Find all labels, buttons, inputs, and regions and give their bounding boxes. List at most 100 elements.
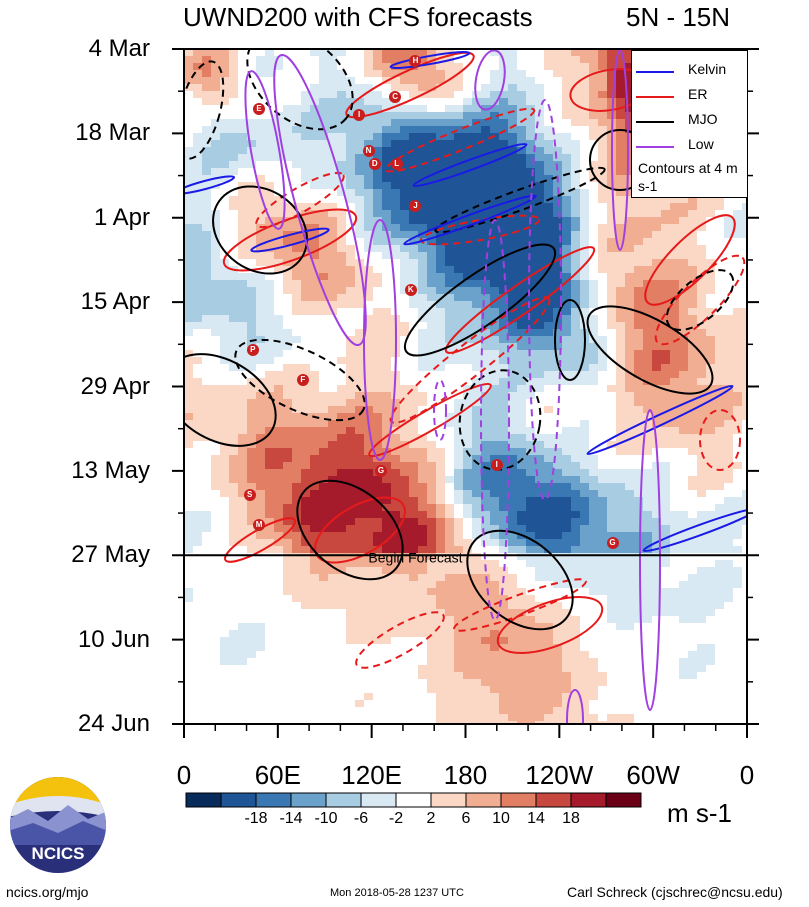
heat-cell — [373, 385, 383, 393]
heat-cell — [490, 336, 500, 344]
heat-cell — [517, 350, 527, 358]
heat-cell — [391, 392, 401, 400]
heat-cell — [571, 448, 581, 456]
heat-cell — [688, 462, 698, 470]
heat-cell — [436, 70, 446, 78]
heat-cell — [544, 364, 554, 372]
heat-cell — [364, 518, 374, 526]
heat-cell — [274, 259, 284, 267]
heat-cell — [589, 91, 599, 99]
heat-cell — [346, 497, 356, 505]
heat-cell — [517, 497, 527, 505]
heat-cell — [256, 385, 266, 393]
heat-cell — [427, 364, 437, 372]
heat-cell — [508, 182, 518, 190]
heat-cell — [607, 462, 617, 470]
heat-cell — [337, 455, 347, 463]
heat-cell — [373, 224, 383, 232]
heat-cell — [499, 413, 509, 421]
heat-cell — [238, 77, 248, 85]
heat-cell — [553, 364, 563, 372]
heat-cell — [238, 105, 248, 113]
heat-cell — [319, 378, 329, 386]
heat-cell — [490, 308, 500, 316]
heat-cell — [265, 441, 275, 449]
heat-cell — [580, 189, 590, 197]
heat-cell — [499, 105, 509, 113]
heat-cell — [418, 469, 428, 477]
heat-cell — [229, 294, 239, 302]
heat-cell — [337, 497, 347, 505]
heat-cell — [301, 385, 311, 393]
heat-cell — [517, 476, 527, 484]
heat-cell — [436, 350, 446, 358]
heat-cell — [319, 294, 329, 302]
heat-cell — [526, 462, 536, 470]
heat-cell — [202, 315, 212, 323]
heat-cell — [445, 490, 455, 498]
heat-cell — [202, 70, 212, 78]
heat-cell — [220, 595, 230, 603]
heat-cell — [589, 154, 599, 162]
heat-cell — [436, 448, 446, 456]
heat-cell — [364, 203, 374, 211]
heat-cell — [265, 518, 275, 526]
heat-cell — [571, 98, 581, 106]
heat-cell — [454, 406, 464, 414]
heat-cell — [454, 441, 464, 449]
heat-cell — [445, 560, 455, 568]
heat-cell — [184, 518, 194, 526]
heat-cell — [589, 238, 599, 246]
heat-cell — [373, 259, 383, 267]
heat-cell — [355, 329, 365, 337]
heat-cell — [184, 217, 194, 225]
heat-cell — [625, 553, 635, 561]
heat-cell — [526, 427, 536, 435]
heat-cell — [265, 427, 275, 435]
heat-cell — [454, 455, 464, 463]
heat-cell — [310, 581, 320, 589]
heat-cell — [499, 462, 509, 470]
heat-cell — [517, 77, 527, 85]
heat-cell — [301, 490, 311, 498]
heat-cell — [724, 280, 734, 288]
heat-cell — [706, 231, 716, 239]
heat-cell — [220, 308, 230, 316]
heat-cell — [436, 217, 446, 225]
heat-cell — [634, 238, 644, 246]
heat-cell — [265, 546, 275, 554]
heat-cell — [382, 154, 392, 162]
heat-cell — [409, 77, 419, 85]
heat-cell — [634, 392, 644, 400]
heat-cell — [481, 252, 491, 260]
heat-cell — [454, 427, 464, 435]
heat-cell — [526, 238, 536, 246]
heat-cell — [742, 497, 747, 505]
heat-cell — [625, 224, 635, 232]
heat-cell — [517, 588, 527, 596]
heat-cell — [211, 56, 221, 64]
heat-cell — [697, 385, 707, 393]
heat-cell — [283, 504, 293, 512]
heat-cell — [445, 553, 455, 561]
heat-cell — [499, 434, 509, 442]
heat-cell — [319, 469, 329, 477]
heat-cell — [508, 483, 518, 491]
heat-cell — [607, 448, 617, 456]
heat-cell — [301, 546, 311, 554]
heat-cell — [724, 518, 734, 526]
heat-cell — [301, 595, 311, 603]
heat-cell — [697, 434, 707, 442]
heat-cell — [274, 182, 284, 190]
heat-cell — [481, 56, 491, 64]
heat-cell — [364, 105, 374, 113]
heat-cell — [535, 434, 545, 442]
heat-cell — [490, 49, 500, 57]
heat-cell — [670, 588, 680, 596]
heat-cell — [544, 574, 554, 582]
heat-cell — [472, 378, 482, 386]
heat-cell — [526, 574, 536, 582]
heat-cell — [499, 343, 509, 351]
heat-cell — [373, 294, 383, 302]
heat-cell — [535, 294, 545, 302]
